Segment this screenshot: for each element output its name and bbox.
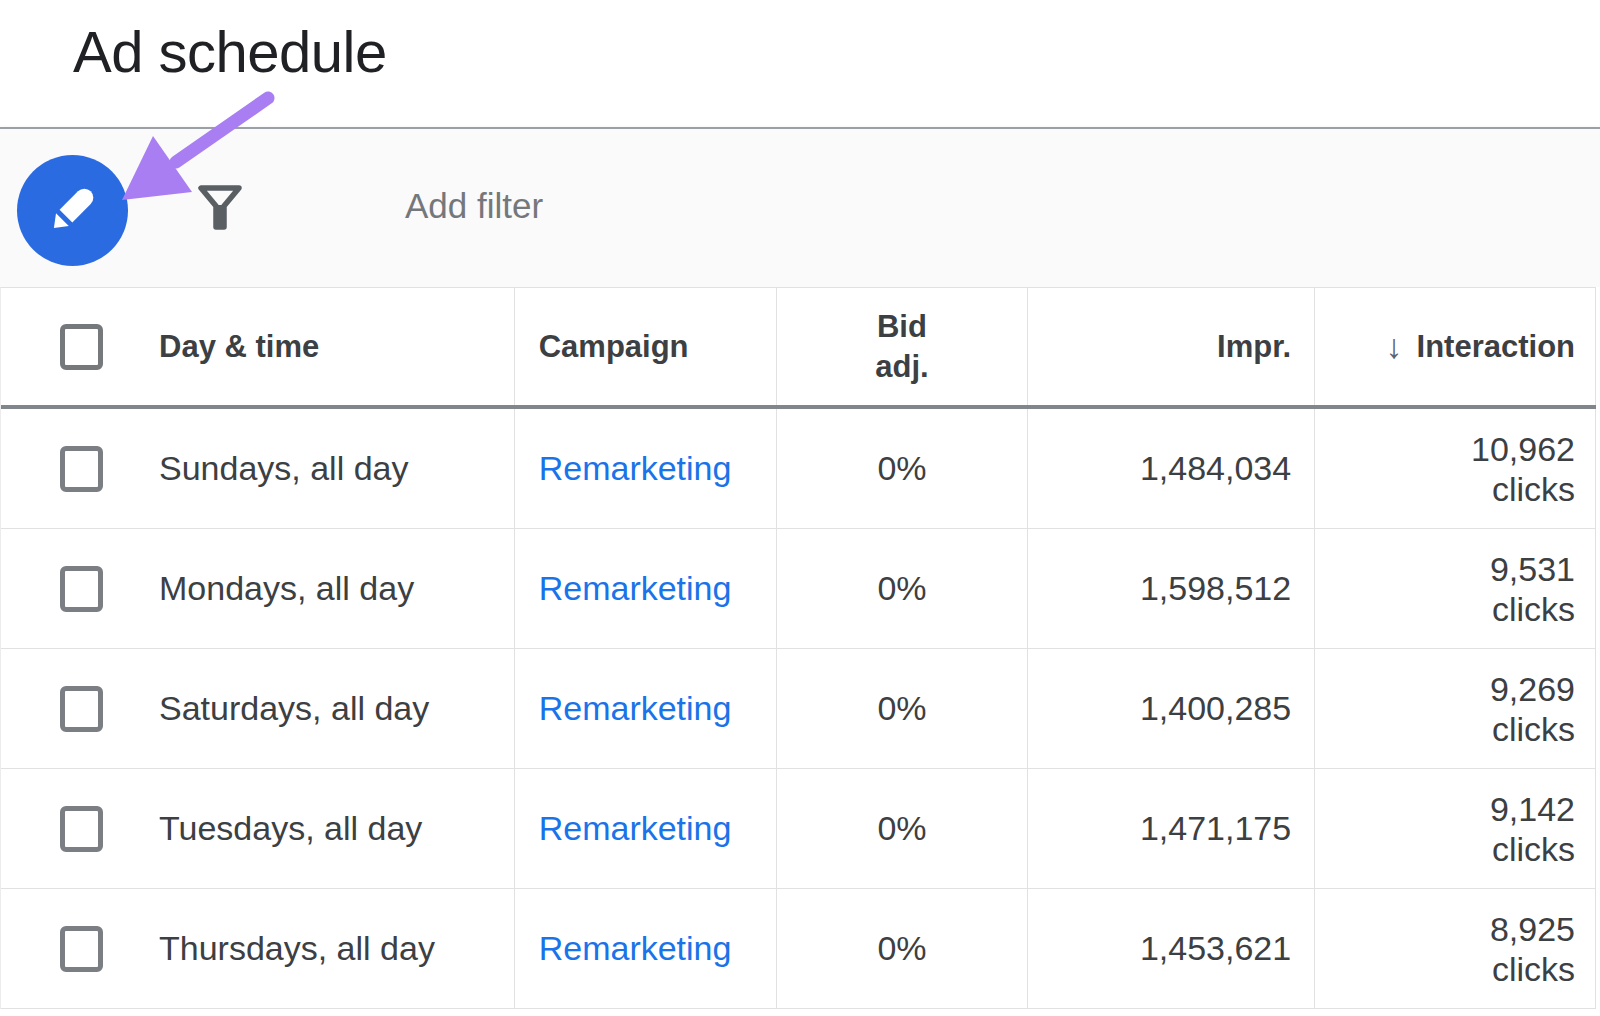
day-time-cell: Tuesdays, all day [1, 769, 515, 888]
select-all-checkbox[interactable] [60, 324, 103, 370]
campaign-link[interactable]: Remarketing [539, 689, 732, 728]
day-time-label: Saturdays, all day [159, 689, 429, 728]
campaign-link[interactable]: Remarketing [539, 569, 732, 608]
campaign-link[interactable]: Remarketing [539, 809, 732, 848]
table-row: Saturdays, all day Remarketing 0% 1,400,… [1, 649, 1596, 769]
interaction-cell: 9,531 clicks [1315, 529, 1596, 648]
table-row: Sundays, all day Remarketing 0% 1,484,03… [1, 409, 1596, 529]
interaction-value: 9,531 [1490, 549, 1575, 589]
row-checkbox[interactable] [60, 446, 103, 492]
interaction-unit: clicks [1490, 829, 1575, 869]
campaign-cell: Remarketing [515, 409, 777, 528]
header-interaction-label: Interaction [1417, 329, 1575, 365]
header-campaign[interactable]: Campaign [515, 288, 777, 405]
table-row: Mondays, all day Remarketing 0% 1,598,51… [1, 529, 1596, 649]
header-interaction[interactable]: ↓ Interaction [1315, 288, 1596, 405]
interaction-unit: clicks [1490, 949, 1575, 989]
table-row: Tuesdays, all day Remarketing 0% 1,471,1… [1, 769, 1596, 889]
interaction-cell: 9,269 clicks [1315, 649, 1596, 768]
interaction-unit: clicks [1471, 469, 1575, 509]
campaign-link[interactable]: Remarketing [539, 929, 732, 968]
title-section: Ad schedule [0, 0, 1600, 127]
day-time-cell: Saturdays, all day [1, 649, 515, 768]
interaction-cell: 8,925 clicks [1315, 889, 1596, 1008]
interaction-value: 8,925 [1490, 909, 1575, 949]
interaction-unit: clicks [1490, 709, 1575, 749]
day-time-label: Mondays, all day [159, 569, 414, 608]
campaign-cell: Remarketing [515, 649, 777, 768]
campaign-cell: Remarketing [515, 769, 777, 888]
add-filter-button[interactable]: Add filter [405, 186, 543, 226]
table-row: Thursdays, all day Remarketing 0% 1,453,… [1, 889, 1596, 1009]
day-time-cell: Mondays, all day [1, 529, 515, 648]
campaign-cell: Remarketing [515, 889, 777, 1008]
bid-adj-cell: 0% [777, 769, 1029, 888]
header-bid-adj-label: Bid adj. [856, 307, 948, 387]
bid-adj-cell: 0% [777, 409, 1029, 528]
interaction-value: 10,962 [1471, 429, 1575, 469]
filter-button[interactable] [194, 182, 246, 238]
interaction-value: 9,142 [1490, 789, 1575, 829]
header-impressions[interactable]: Impr. [1028, 288, 1315, 405]
row-checkbox[interactable] [60, 806, 103, 852]
day-time-label: Tuesdays, all day [159, 809, 422, 848]
header-day-time[interactable]: Day & time [1, 288, 515, 405]
interaction-value: 9,269 [1490, 669, 1575, 709]
bid-adj-cell: 0% [777, 889, 1029, 1008]
pencil-icon [44, 180, 102, 241]
header-day-time-label: Day & time [159, 329, 319, 365]
ad-schedule-table: Day & time Campaign Bid adj. Impr. ↓ Int… [0, 287, 1596, 1009]
day-time-cell: Thursdays, all day [1, 889, 515, 1008]
edit-button[interactable] [17, 155, 128, 266]
impressions-cell: 1,453,621 [1028, 889, 1315, 1008]
day-time-label: Thursdays, all day [159, 929, 435, 968]
toolbar: Add filter [0, 129, 1600, 287]
impressions-cell: 1,400,285 [1028, 649, 1315, 768]
interaction-unit: clicks [1490, 589, 1575, 629]
table-header-row: Day & time Campaign Bid adj. Impr. ↓ Int… [1, 288, 1596, 409]
interaction-cell: 9,142 clicks [1315, 769, 1596, 888]
row-checkbox[interactable] [60, 566, 103, 612]
interaction-cell: 10,962 clicks [1315, 409, 1596, 528]
header-impressions-label: Impr. [1217, 329, 1291, 365]
page-title: Ad schedule [73, 18, 387, 85]
impressions-cell: 1,484,034 [1028, 409, 1315, 528]
ad-schedule-page: { "page": { "title": "Ad schedule" }, "t… [0, 0, 1600, 1016]
campaign-cell: Remarketing [515, 529, 777, 648]
bid-adj-cell: 0% [777, 649, 1029, 768]
filter-funnel-icon [196, 223, 244, 238]
row-checkbox[interactable] [60, 686, 103, 732]
sort-descending-icon: ↓ [1386, 327, 1403, 366]
day-time-label: Sundays, all day [159, 449, 409, 488]
impressions-cell: 1,598,512 [1028, 529, 1315, 648]
header-bid-adj[interactable]: Bid adj. [777, 288, 1029, 405]
bid-adj-cell: 0% [777, 529, 1029, 648]
day-time-cell: Sundays, all day [1, 409, 515, 528]
row-checkbox[interactable] [60, 926, 103, 972]
campaign-link[interactable]: Remarketing [539, 449, 732, 488]
impressions-cell: 1,471,175 [1028, 769, 1315, 888]
header-campaign-label: Campaign [539, 329, 689, 365]
